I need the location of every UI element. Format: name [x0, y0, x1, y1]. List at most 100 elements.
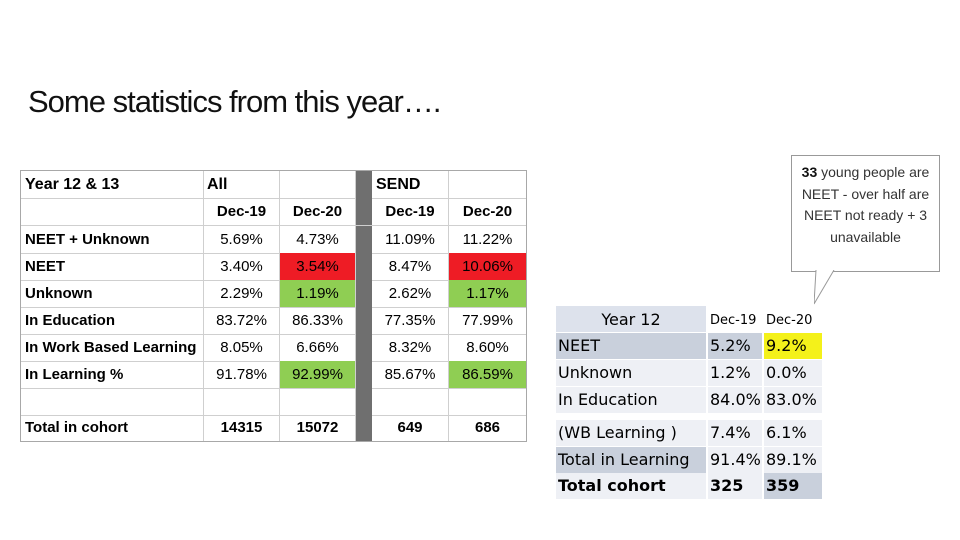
table-row: In Education 84.0% 83.0% — [556, 387, 822, 413]
column-header: Dec-20 — [462, 203, 513, 220]
table-cell: 686 — [474, 419, 501, 436]
row-label-empty — [21, 388, 204, 415]
table-cell: 77.99% — [462, 312, 513, 329]
table-cell: 4.73% — [280, 226, 356, 253]
callout-text: young people are NEET - over half are NE… — [801, 164, 930, 245]
table-cell-highlight-green: 1.19% — [280, 280, 356, 307]
table-cell: 86.33% — [280, 307, 356, 334]
table-cell: 7.4% — [708, 420, 762, 446]
table-cell-highlight-green: 86.59% — [449, 361, 526, 388]
table-cell: 6.1% — [764, 420, 822, 446]
column-divider — [356, 307, 372, 334]
column-header-row: Dec-19 Dec-20 Dec-19 Dec-20 — [21, 198, 526, 226]
table-spacer-row — [21, 388, 526, 416]
table-cell: 0.0% — [764, 360, 822, 386]
table-row: Total in Learning 91.4% 89.1% — [556, 447, 822, 473]
table-cell: 325 — [708, 473, 762, 499]
year12-header-col: Dec-19 — [710, 313, 757, 328]
column-divider — [356, 171, 372, 198]
year12-header-label: Year 12 — [556, 306, 706, 332]
table-group-label: Year 12 & 13 — [21, 171, 204, 198]
row-label: NEET — [21, 253, 204, 280]
table-cell: 8.32% — [372, 334, 449, 361]
total-row: Total in cohort 14315 15072 649 686 — [21, 414, 526, 441]
table-cell-highlight-red: 3.54% — [280, 253, 356, 280]
table-cell: 5.2% — [708, 333, 762, 359]
table-cell: 11.22% — [462, 231, 513, 248]
row-label: NEET — [556, 333, 706, 359]
table-cell: 77.35% — [372, 307, 449, 334]
row-label: In Education — [556, 387, 706, 413]
row-label: In Work Based Learning — [21, 334, 204, 361]
group-send-spacer — [449, 171, 526, 198]
row-label: In Learning % — [21, 361, 204, 388]
table-cell: 2.29% — [204, 280, 280, 307]
table-group-header-row: Year 12 & 13 All SEND — [21, 171, 526, 199]
column-divider — [356, 198, 372, 225]
column-divider — [356, 388, 372, 415]
row-label: Total cohort — [556, 473, 706, 499]
table-cell-highlight-green: 1.17% — [449, 280, 526, 307]
table-cell: 84.0% — [708, 387, 762, 413]
table-cell: 8.05% — [204, 334, 280, 361]
table-cell: 11.09% — [372, 226, 449, 253]
table-cell: 89.1% — [764, 447, 822, 473]
table-cell: 83.0% — [764, 387, 822, 413]
row-label: (WB Learning ) — [556, 420, 706, 446]
table-row: NEET + Unknown 5.69% 4.73% 11.09% 11.22% — [21, 226, 526, 254]
column-divider — [356, 253, 372, 280]
table-cell-highlight-yellow: 9.2% — [764, 333, 822, 359]
year12-header-col: Dec-20 — [766, 313, 813, 328]
statistics-table: Year 12 & 13 All SEND Dec-19 Dec-20 Dec-… — [20, 170, 527, 442]
column-header: Dec-19 — [372, 198, 449, 225]
table-row: NEET 5.2% 9.2% — [556, 333, 822, 359]
group-all-spacer — [280, 171, 356, 198]
slide-title: Some statistics from this year…. — [28, 84, 441, 119]
table-row: (WB Learning ) 7.4% 6.1% — [556, 420, 822, 446]
row-label: Total in cohort — [21, 414, 204, 441]
row-label: Total in Learning — [556, 447, 706, 473]
callout-box: 33 young people are NEET - over half are… — [791, 155, 940, 272]
table-cell: 83.72% — [204, 307, 280, 334]
year12-header-row: Year 12 Dec-19 Dec-20 — [556, 306, 822, 332]
table-cell: 1.2% — [708, 360, 762, 386]
group-all-label: All — [204, 171, 280, 198]
table-cell: 14315 — [204, 414, 280, 441]
column-divider — [356, 361, 372, 388]
column-divider — [356, 226, 372, 253]
column-header-empty — [21, 198, 204, 225]
table-cell: 8.47% — [372, 253, 449, 280]
table-cell: 6.66% — [280, 334, 356, 361]
column-header: Dec-19 — [204, 198, 280, 225]
table-cell-empty — [372, 388, 449, 415]
table-row: Total cohort 325 359 — [556, 473, 822, 499]
callout-number: 33 — [801, 164, 818, 180]
group-send-label: SEND — [372, 171, 449, 198]
table-row: In Work Based Learning 8.05% 6.66% 8.32%… — [21, 334, 526, 362]
table-cell: 649 — [372, 414, 449, 441]
table-cell-empty — [204, 388, 280, 415]
row-label: Unknown — [556, 360, 706, 386]
table-cell: 3.40% — [204, 253, 280, 280]
table-cell: 85.67% — [372, 361, 449, 388]
table-cell: 8.60% — [466, 339, 509, 356]
table-cell-empty — [449, 388, 526, 415]
table-row: Unknown 2.29% 1.19% 2.62% 1.17% — [21, 280, 526, 308]
table-cell-empty — [280, 388, 356, 415]
table-cell: 2.62% — [372, 280, 449, 307]
column-divider — [356, 414, 372, 441]
table-row: NEET 3.40% 3.54% 8.47% 10.06% — [21, 253, 526, 281]
column-divider — [356, 280, 372, 307]
callout-pointer — [814, 270, 835, 305]
table-cell: 5.69% — [204, 226, 280, 253]
table-cell: 359 — [764, 473, 822, 499]
table-row: In Learning % 91.78% 92.99% 85.67% 86.59… — [21, 361, 526, 389]
table-row: In Education 83.72% 86.33% 77.35% 77.99% — [21, 307, 526, 335]
table-cell-highlight-red: 10.06% — [449, 253, 526, 280]
column-divider — [356, 334, 372, 361]
table-row: Unknown 1.2% 0.0% — [556, 360, 822, 386]
table-cell-highlight-green: 92.99% — [280, 361, 356, 388]
row-label: NEET + Unknown — [21, 226, 204, 253]
table-cell: 91.78% — [204, 361, 280, 388]
row-label: Unknown — [21, 280, 204, 307]
